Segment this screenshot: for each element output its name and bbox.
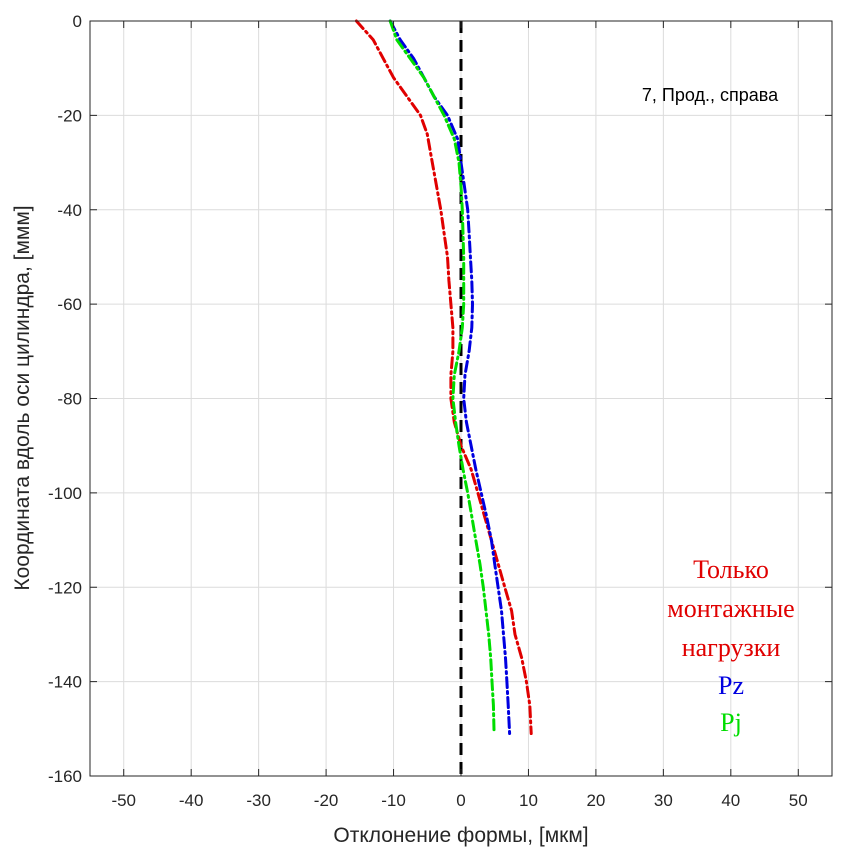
- legend: Только монтажные нагрузки Pz Pj: [667, 555, 794, 737]
- x-tick-label: -30: [246, 791, 271, 810]
- x-tick-label: 0: [456, 791, 465, 810]
- y-tick-label: 0: [73, 12, 82, 31]
- x-tick-label: 10: [519, 791, 538, 810]
- y-tick-label: -140: [48, 673, 82, 692]
- y-tick-label: -160: [48, 767, 82, 786]
- y-tick-label: -80: [57, 390, 82, 409]
- x-tick-label: 20: [586, 791, 605, 810]
- x-tick-label: 50: [789, 791, 808, 810]
- y-axis-label: Координата вдоль оси цилиндра, [ммм]: [11, 205, 34, 590]
- legend-line-2: монтажные: [667, 594, 794, 623]
- series-line-2: [388, 19, 512, 735]
- series-lines: [354, 19, 533, 735]
- x-tick-label: -10: [381, 791, 406, 810]
- y-tick-label: -60: [57, 295, 82, 314]
- axis-ticks: [90, 20, 832, 777]
- legend-line-3: нагрузки: [682, 633, 781, 662]
- x-tick-label: 30: [654, 791, 673, 810]
- x-tick-label: -40: [179, 791, 204, 810]
- legend-pj: Pj: [720, 708, 742, 737]
- x-tick-label: 40: [721, 791, 740, 810]
- chart-annotation: 7, Прод., справа: [642, 85, 779, 105]
- x-axis-label: Отклонение формы, [мкм]: [333, 824, 588, 847]
- y-tick-label: -120: [48, 578, 82, 597]
- legend-pz: Pz: [718, 671, 744, 700]
- x-tick-labels: -50 -40 -30 -20 -10 0 10 20 30 40 50: [111, 791, 807, 810]
- y-tick-label: -100: [48, 484, 82, 503]
- legend-line-1: Только: [693, 555, 769, 584]
- y-tick-labels: 0 -20 -40 -60 -80 -100 -120 -140 -160: [48, 12, 82, 786]
- series-line-1: [354, 19, 533, 735]
- series-line-3: [388, 19, 496, 735]
- y-tick-label: -20: [57, 106, 82, 125]
- grid-lines: [90, 20, 832, 777]
- y-tick-label: -40: [57, 201, 82, 220]
- x-tick-label: -50: [111, 791, 136, 810]
- x-tick-label: -20: [314, 791, 339, 810]
